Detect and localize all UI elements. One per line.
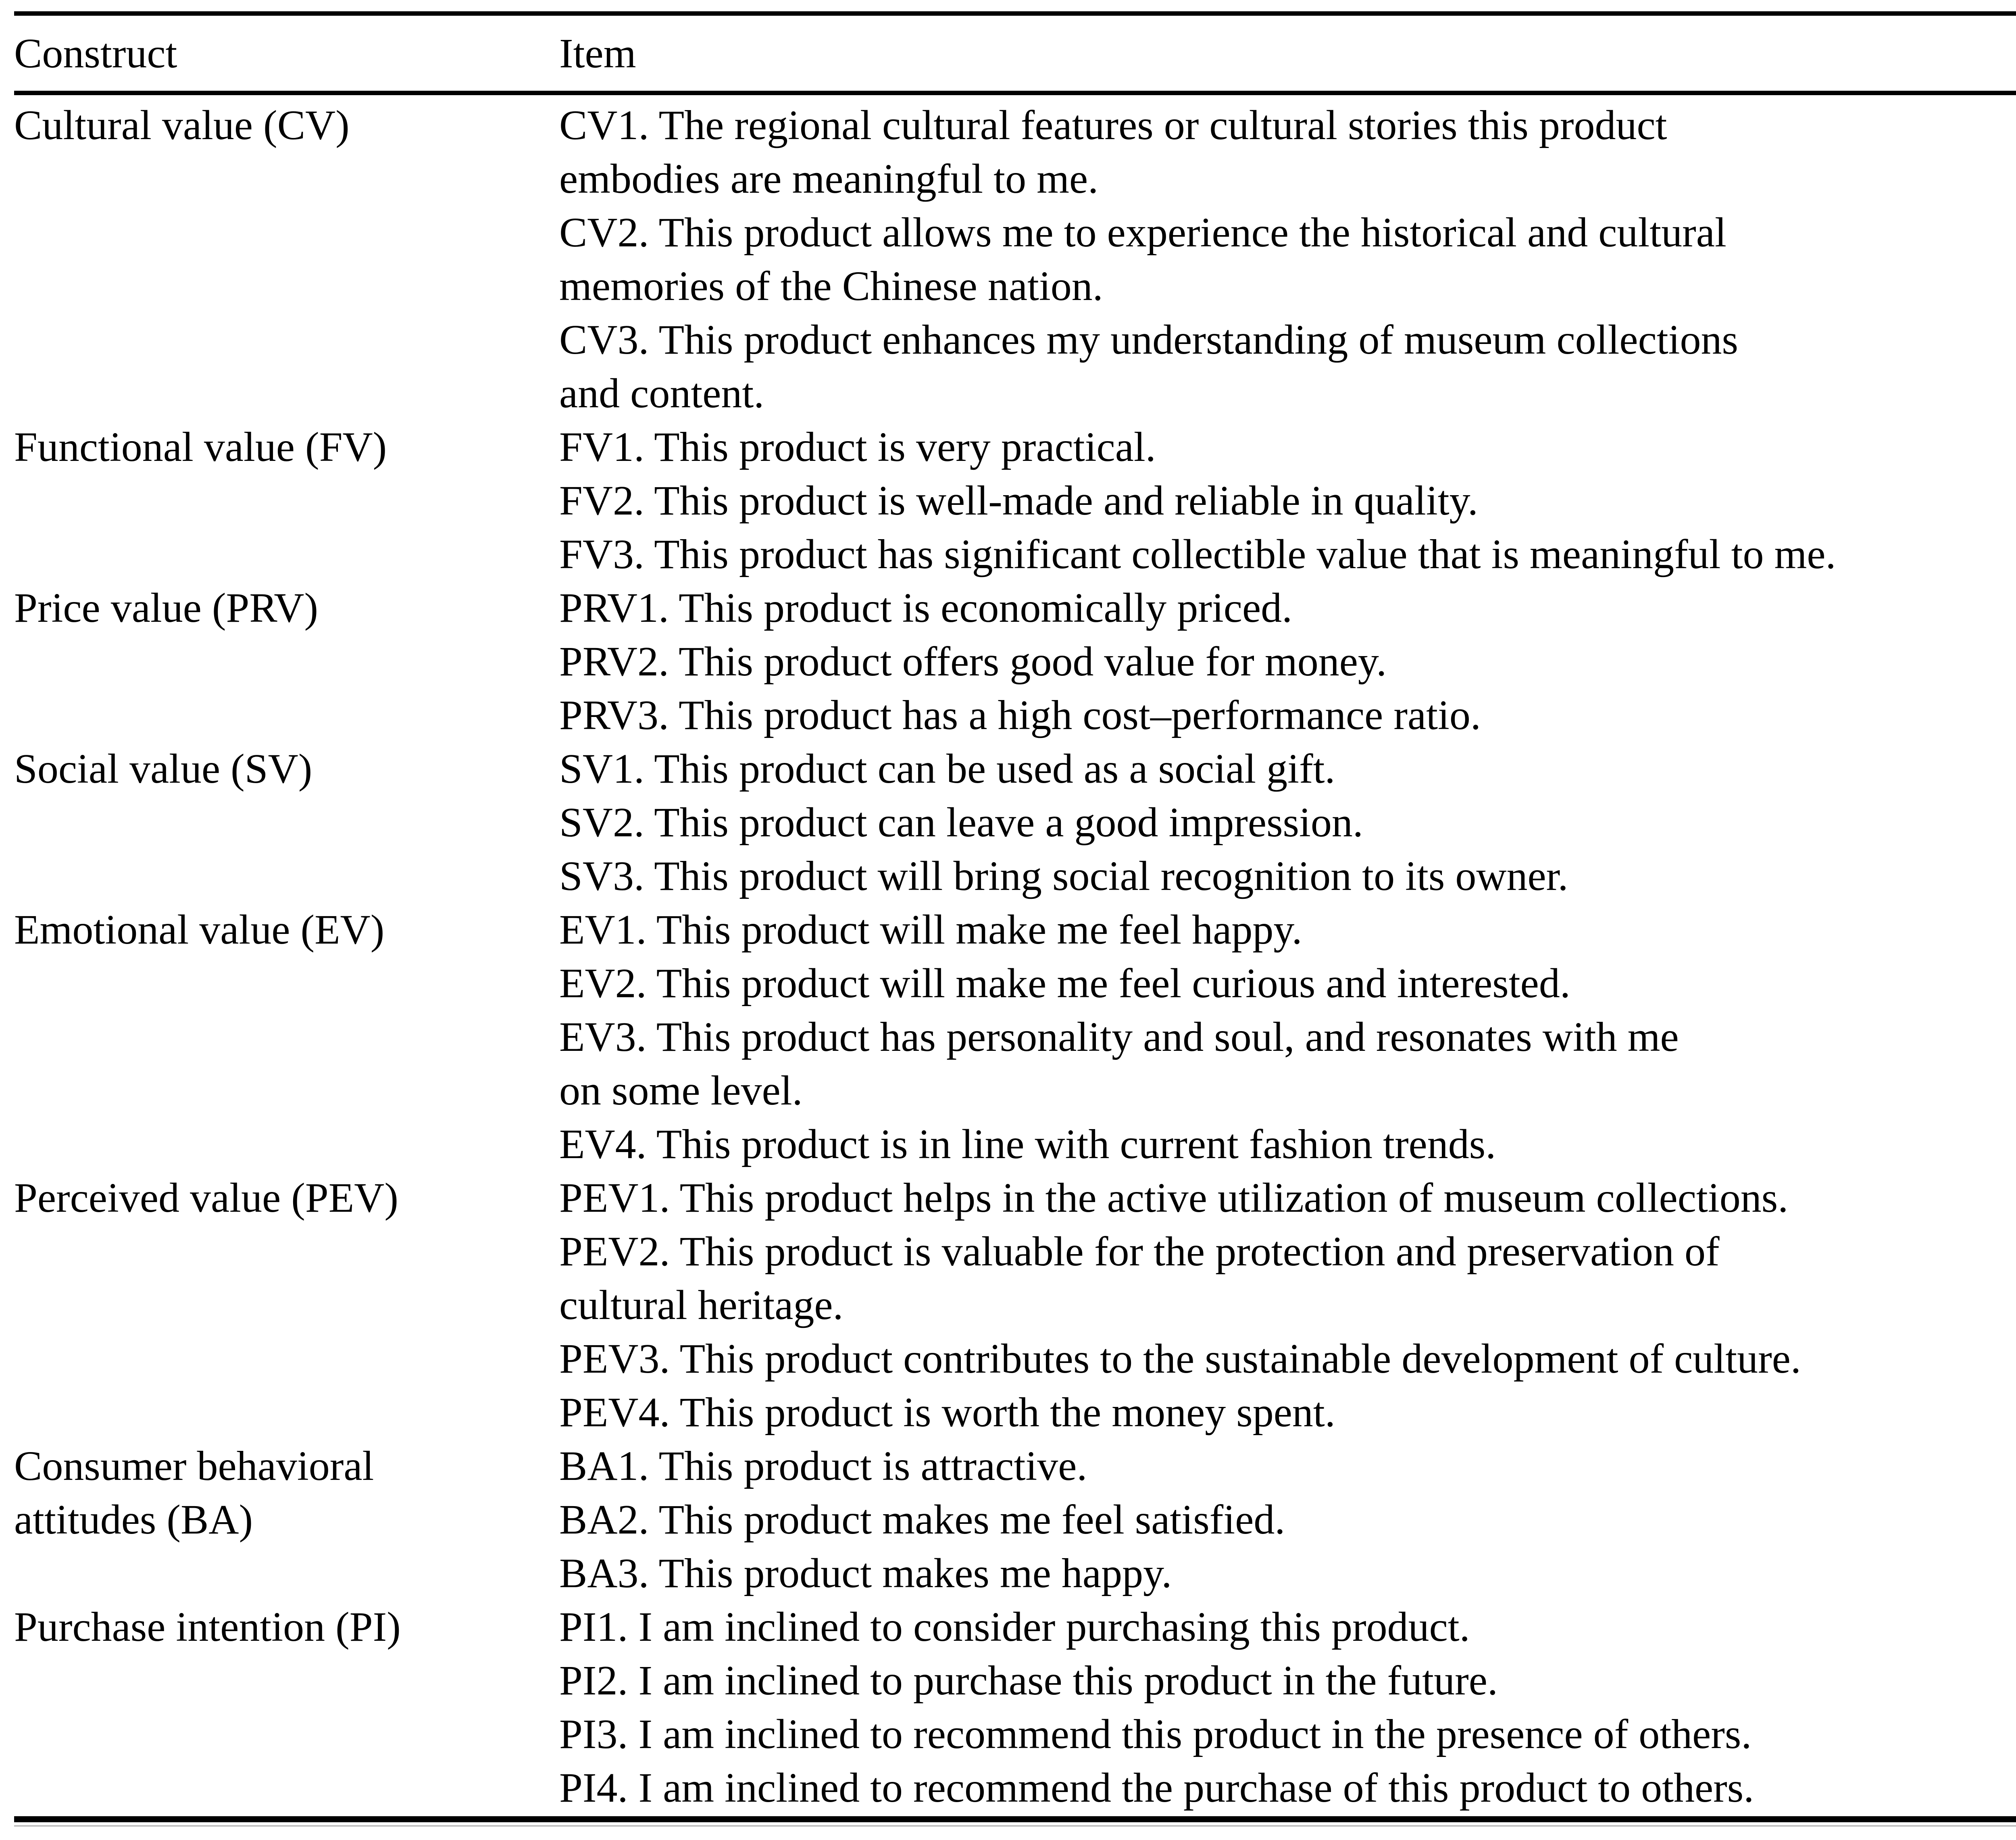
table-row: Social value (SV) SV1. This product can b… bbox=[14, 742, 2016, 903]
item-cell: FV1. This product is very practical. FV2.… bbox=[559, 420, 2016, 581]
item-text: PEV4. This product is worth the money sp… bbox=[559, 1389, 1335, 1436]
column-header-construct: Construct bbox=[14, 30, 177, 77]
measurement-items-table-page: Construct Item Source Cultural value (CV… bbox=[0, 11, 2016, 1840]
item-cell: PRV1. This product is economically price… bbox=[559, 581, 2016, 742]
table-top-rule bbox=[14, 11, 2016, 16]
item-text: EV4. This product is in line with curren… bbox=[559, 1121, 1496, 1167]
item-text: PI1. I am inclined to consider purchasin… bbox=[559, 1604, 1470, 1650]
item-text: FV1. This product is very practical. bbox=[559, 424, 1156, 470]
item-text: FV3. This product has significant collec… bbox=[559, 531, 1836, 577]
item-cell: PI1. I am inclined to consider purchasin… bbox=[559, 1600, 2016, 1815]
item-text: PI2. I am inclined to purchase this prod… bbox=[559, 1657, 1498, 1704]
construct-cell: Cultural value (CV) bbox=[14, 102, 350, 148]
item-text: SV3. This product will bring social reco… bbox=[559, 853, 1568, 899]
table-header-row: Construct Item Source bbox=[14, 16, 2016, 91]
table-body: Cultural value (CV) CV1. The regional cul… bbox=[14, 95, 2016, 1815]
item-text: SV1. This product can be used as a socia… bbox=[559, 746, 1335, 792]
table-row: Functional value (FV) FV1. This product i… bbox=[14, 420, 2016, 581]
table-row: Perceived value (PEV) PEV1. This product … bbox=[14, 1171, 2016, 1439]
table-header-rule bbox=[14, 91, 2016, 95]
item-text: FV2. This product is well-made and relia… bbox=[559, 477, 1478, 524]
item-text: PI4. I am inclined to recommend the purc… bbox=[559, 1765, 1754, 1811]
item-text: BA3. This product makes me happy. bbox=[559, 1550, 1172, 1596]
construct-cell: Consumer behavioral attitudes (BA) bbox=[14, 1443, 374, 1543]
item-text: PEV3. This product contributes to the su… bbox=[559, 1336, 1801, 1382]
construct-cell: Price value (PRV) bbox=[14, 585, 319, 631]
table-row: Consumer behavioral attitudes (BA) BA1. T… bbox=[14, 1439, 2016, 1600]
item-cell: BA1. This product is attractive. BA2. Thi… bbox=[559, 1439, 2016, 1600]
construct-cell: Perceived value (PEV) bbox=[14, 1175, 398, 1221]
item-text: PI3. I am inclined to recommend this pro… bbox=[559, 1711, 1752, 1757]
item-cell: EV1. This product will make me feel happ… bbox=[559, 903, 2016, 1171]
construct-cell: Social value (SV) bbox=[14, 746, 312, 792]
item-text: PEV2. This product is valuable for the p… bbox=[559, 1228, 1720, 1328]
item-text: PRV1. This product is economically price… bbox=[559, 585, 1293, 631]
construct-cell: Emotional value (EV) bbox=[14, 906, 385, 953]
item-text: EV2. This product will make me feel curi… bbox=[559, 960, 1570, 1006]
table-row: Emotional value (EV) EV1. This product wi… bbox=[14, 903, 2016, 1171]
item-text: SV2. This product can leave a good impre… bbox=[559, 799, 1363, 846]
item-cell: PEV1. This product helps in the active u… bbox=[559, 1171, 2016, 1439]
item-text: BA1. This product is attractive. bbox=[559, 1443, 1087, 1489]
construct-cell: Purchase intention (PI) bbox=[14, 1604, 401, 1650]
item-text: PRV2. This product offers good value for… bbox=[559, 638, 1387, 685]
table-row: Purchase intention (PI) PI1. I am incline… bbox=[14, 1600, 2016, 1815]
table-bottom-rule bbox=[14, 1816, 2016, 1822]
item-cell: CV1. The regional cultural features or c… bbox=[559, 98, 2016, 420]
item-text: EV3. This product has personality and so… bbox=[559, 1014, 1679, 1114]
column-header-item: Item bbox=[559, 30, 636, 77]
table-row: Price value (PRV) PRV1. This product is e… bbox=[14, 581, 2016, 742]
measurement-items-table: Construct Item Source Cultural value (CV… bbox=[14, 11, 2016, 1827]
construct-cell: Functional value (FV) bbox=[14, 424, 387, 470]
table-bottom-thin-rule bbox=[14, 1825, 2016, 1827]
item-text: PEV1. This product helps in the active u… bbox=[559, 1175, 1789, 1221]
item-text: EV1. This product will make me feel happ… bbox=[559, 906, 1302, 953]
item-text: CV2. This product allows me to experienc… bbox=[559, 209, 1727, 309]
item-cell: SV1. This product can be used as a socia… bbox=[559, 742, 2016, 903]
item-text: PRV3. This product has a high cost–perfo… bbox=[559, 692, 1481, 738]
item-text: BA2. This product makes me feel satisfie… bbox=[559, 1496, 1285, 1543]
item-text: CV1. The regional cultural features or c… bbox=[559, 102, 1667, 202]
table-row: Cultural value (CV) CV1. The regional cul… bbox=[14, 98, 2016, 420]
item-text: CV3. This product enhances my understand… bbox=[559, 317, 1738, 417]
